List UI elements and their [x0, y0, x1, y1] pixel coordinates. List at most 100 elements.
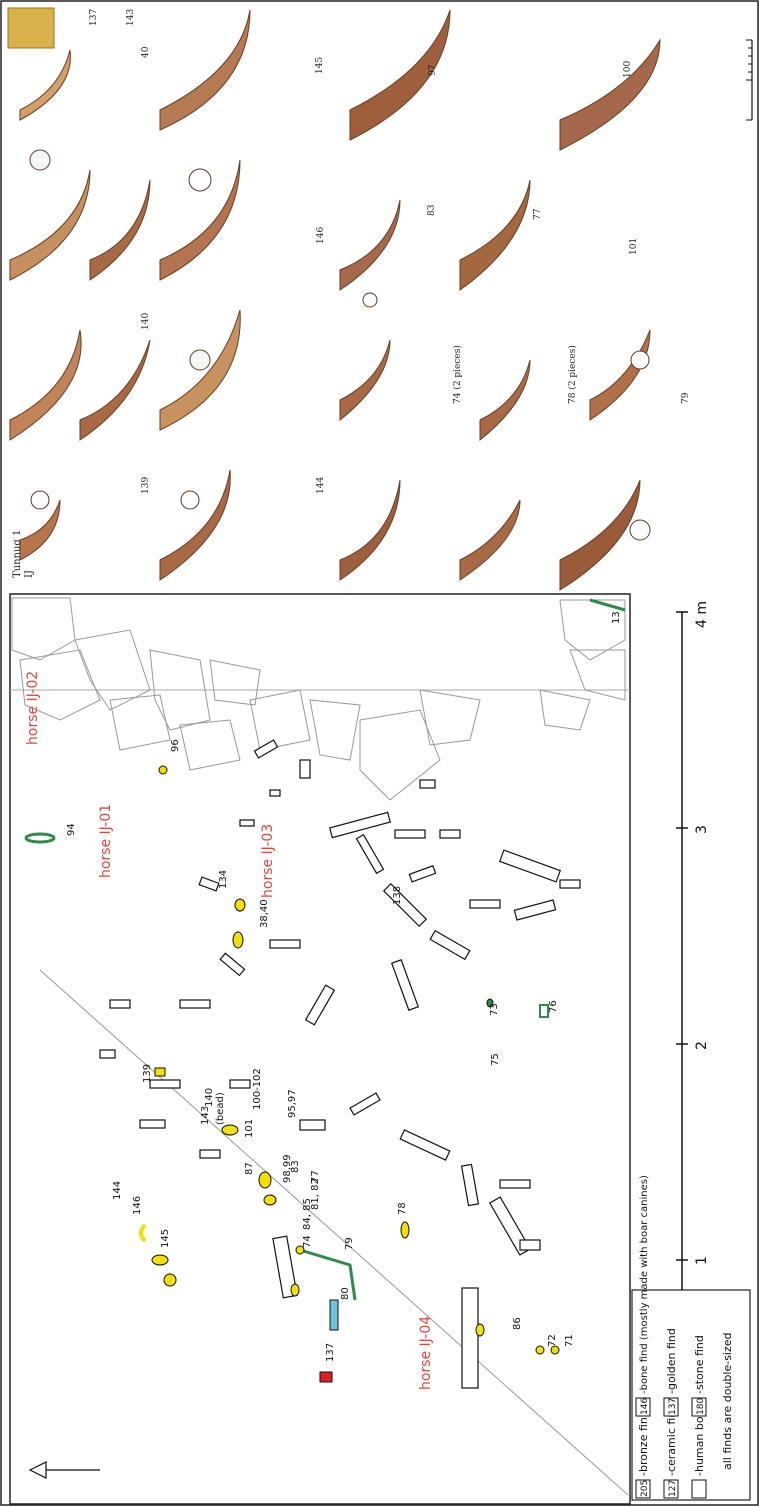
bronze-find-94: [24, 832, 56, 844]
find-label: 74: [302, 1235, 313, 1248]
photo-label: 146: [316, 227, 326, 244]
photo-label: 145: [315, 57, 325, 74]
find-label: 143: [200, 1106, 211, 1125]
find-label: 76: [548, 1000, 559, 1013]
photo-label: 74 (2 pieces): [452, 345, 463, 404]
find-label: 137: [325, 1343, 336, 1362]
trench-line: [39, 969, 629, 1496]
find-label: 95,97: [287, 1089, 298, 1118]
photo-label: 144: [316, 477, 326, 494]
svg-text:-bone find (mostly made with b: -bone find (mostly made with boar canine…: [639, 1175, 650, 1394]
svg-text:-human bone: -human bone: [693, 1402, 706, 1476]
artifact-photos: [7, 7, 661, 591]
find-label: 146: [132, 1196, 143, 1215]
find-label: 138: [392, 886, 403, 905]
legend-item-stone: 180 -stone find: [691, 1335, 707, 1417]
plate-subtitle: IJ: [24, 570, 35, 578]
find-label: 81, 82: [310, 1178, 321, 1210]
find-label: 86: [512, 1317, 523, 1330]
find-labels: 94 96 13 73 76 75 139 134 38,40 138 137 …: [66, 611, 622, 1362]
photo-label: 77: [533, 208, 543, 220]
photo-plate: Tunnug 1 IJ: [7, 7, 753, 591]
svg-text:-bronze find: -bronze find: [637, 1410, 650, 1476]
find-label: 144: [112, 1181, 123, 1200]
find-label: 145: [160, 1229, 171, 1248]
photo-label: 40: [141, 46, 151, 58]
horse-label-02: horse IJ-02: [25, 671, 41, 745]
legend-item-human: -human bone: [691, 1402, 707, 1499]
photo-label: 78 (2 pieces): [567, 345, 578, 404]
artifact-holes: [29, 149, 651, 541]
horse-label-04: horse IJ-04: [418, 1316, 434, 1390]
legend-note: all finds are double-sized: [721, 1332, 734, 1470]
find-label: 13: [611, 611, 622, 624]
svg-text:3: 3: [694, 825, 710, 834]
find-label: 79: [344, 1237, 355, 1250]
horse-label-01: horse IJ-01: [98, 804, 114, 878]
find-label: 77: [310, 1170, 321, 1183]
photo-label: 100: [623, 61, 633, 78]
legend-item-bronze: 205 -bronze find: [635, 1410, 651, 1499]
colored-finds: [24, 598, 626, 1383]
svg-text:127: 127: [668, 1480, 678, 1497]
legend-item-ceramic: 127 -ceramic find: [663, 1404, 679, 1499]
find-label: 71: [564, 1334, 575, 1347]
find-label: 98,99: [282, 1154, 293, 1183]
find-label: 84, 85: [302, 1198, 313, 1230]
find-label: 83: [290, 1160, 301, 1173]
find-label: 75: [490, 1053, 501, 1066]
find-label: 101: [244, 1119, 255, 1138]
photo-label: 97: [428, 64, 438, 76]
find-label: 94: [66, 823, 77, 836]
legend-item-golden: 137 -golden find: [663, 1328, 679, 1417]
svg-text:4 m: 4 m: [694, 601, 710, 628]
find-label: 87: [244, 1162, 255, 1175]
find-label: 78: [397, 1202, 408, 1215]
svg-text:146: 146: [640, 1398, 650, 1415]
photo-label: 140: [141, 313, 151, 330]
photo-labels: 137 143 40 145 97 100 139 140 146 83 77 …: [89, 9, 691, 494]
stone-outlines: [11, 597, 626, 801]
photo-label: 139: [141, 477, 151, 494]
plate-title: Tunnug 1: [12, 530, 23, 578]
find-label: 100-102: [252, 1068, 263, 1110]
horse-labels: horse IJ-02 horse IJ-01 horse IJ-03 hors…: [25, 671, 434, 1390]
north-arrow: [28, 1461, 100, 1479]
photo-label: 83: [427, 204, 437, 216]
find-label: 140: [204, 1088, 215, 1107]
legend-box: [631, 1289, 751, 1501]
photo-label: 79: [681, 392, 691, 404]
photo-label: 101: [629, 238, 639, 255]
bronze-find-13: [589, 598, 626, 612]
legend-item-bone: 146 -bone find (mostly made with boar ca…: [635, 1175, 651, 1417]
find-label: 134: [218, 870, 229, 889]
photo-scale-bar: [746, 39, 753, 121]
find-label: 139: [142, 1064, 153, 1083]
svg-text:2: 2: [694, 1041, 710, 1050]
find-label: 38,40: [259, 899, 270, 928]
legend: 205 -bronze find 127 -ceramic find -huma…: [635, 1175, 734, 1499]
find-label: 73: [489, 1003, 500, 1016]
golden-find-137: [319, 1371, 333, 1383]
find-label: (bead): [215, 1092, 226, 1125]
horse-label-03: horse IJ-03: [260, 824, 276, 898]
bones: [99, 739, 581, 1389]
find-label: 80: [340, 1287, 351, 1300]
photo-label: 137: [89, 9, 99, 26]
svg-text:137: 137: [668, 1398, 678, 1415]
gold-plaque-137: [7, 7, 55, 49]
map-frame: [9, 593, 631, 1505]
svg-text:205: 205: [640, 1480, 650, 1497]
find-label: 72: [547, 1334, 558, 1347]
human-bone-find: [329, 1299, 339, 1331]
photo-label: 143: [126, 9, 136, 26]
svg-text:-stone find: -stone find: [693, 1335, 706, 1394]
svg-text:-golden find: -golden find: [665, 1328, 678, 1394]
svg-text:180: 180: [696, 1398, 706, 1415]
svg-text:1: 1: [694, 1256, 710, 1265]
find-label: 96: [170, 739, 181, 752]
svg-text:-ceramic find: -ceramic find: [665, 1404, 678, 1476]
